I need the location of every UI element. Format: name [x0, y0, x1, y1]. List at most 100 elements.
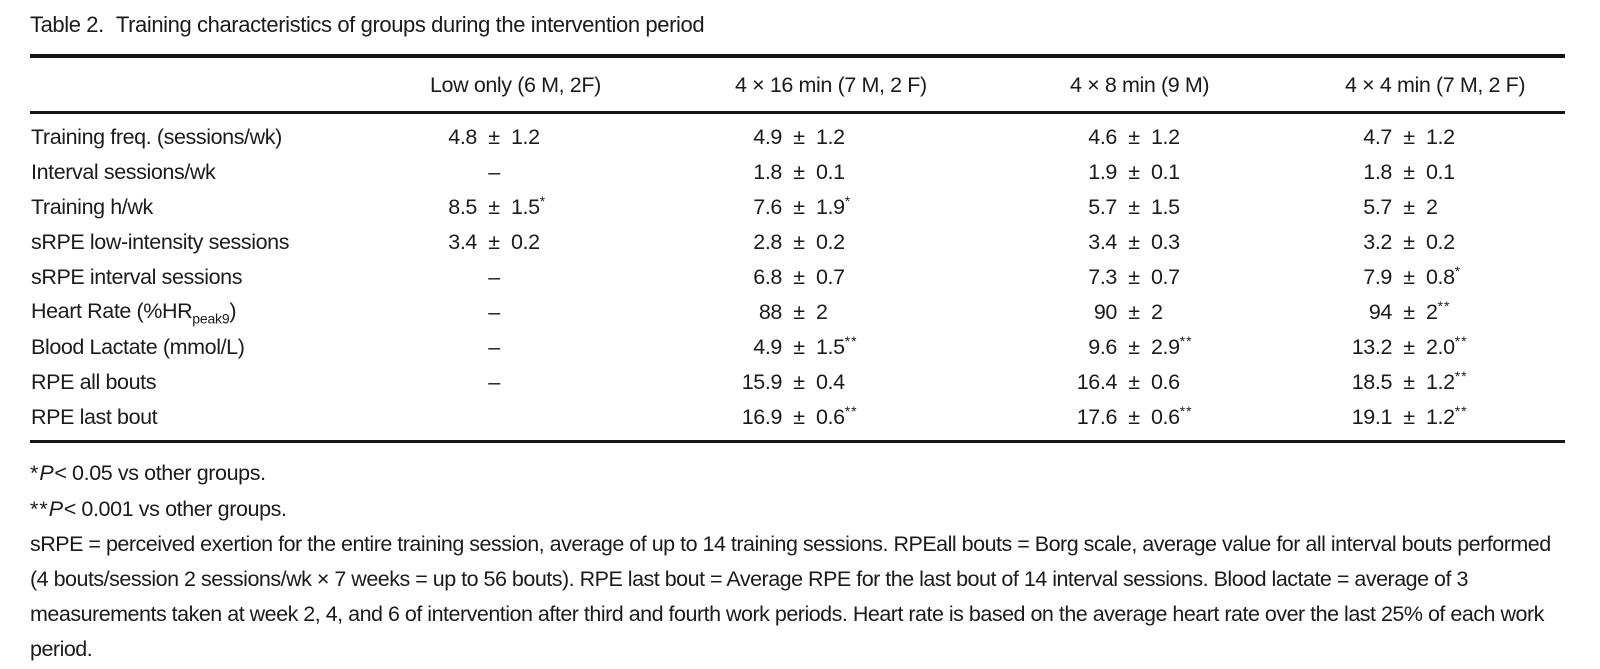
plus-minus-symbol: ±	[793, 195, 805, 219]
data-cell: –	[430, 295, 735, 330]
no-data-dash: –	[488, 265, 500, 289]
plus-minus-symbol: ±	[1403, 370, 1415, 394]
table-row: Blood Lactate (mmol/L) – 4.9 ±1.5** 9.6 ±2.9*…	[30, 330, 1565, 365]
plus-minus-symbol: ±	[1403, 230, 1415, 254]
footnote-text: sRPE = perceived exertion for the entire…	[30, 532, 1551, 661]
data-cell: 16.9 ±0.6**	[741, 403, 858, 429]
significance-asterisks: *	[844, 193, 852, 209]
plus-minus-symbol: ±	[1128, 405, 1140, 429]
plus-minus-symbol: ±	[1403, 125, 1415, 149]
data-cell: 4.6 ±1.2	[1088, 125, 1180, 149]
data-cell: 4.9 ±1.2	[753, 125, 845, 149]
footnote-text: < 0.001 vs other groups.	[63, 497, 287, 521]
data-cell: 2.8 ±0.2	[753, 230, 845, 254]
data-cell: 15.9 ±0.4	[741, 370, 845, 394]
plus-minus-symbol: ±	[488, 125, 500, 149]
significance-asterisks: **	[1454, 368, 1468, 384]
row-label: sRPE low-intensity sessions	[31, 230, 290, 254]
data-cell: 8.5 ±1.5*	[448, 193, 547, 219]
plus-minus-symbol: ±	[1403, 160, 1415, 184]
data-cell: 7.9 ±0.8*	[1363, 263, 1462, 289]
column-header-0	[30, 56, 430, 114]
table-row: Training freq. (sessions/wk) 4.8 ±1.2 4.9 ±1…	[30, 113, 1565, 156]
data-cell: 3.4 ±0.2	[448, 230, 540, 254]
plus-minus-symbol: ±	[488, 195, 500, 219]
footnote-paragraph: sRPE = perceived exertion for the entire…	[30, 527, 1565, 667]
plus-minus-symbol: ±	[1128, 230, 1140, 254]
significance-asterisks: **	[1437, 298, 1451, 314]
plus-minus-symbol: ±	[1403, 265, 1415, 289]
plus-minus-symbol: ±	[793, 300, 805, 324]
data-cell: 4.8 ±1.2	[448, 125, 540, 149]
significance-asterisks: **	[1454, 333, 1468, 349]
column-header-4: 4 × 4 min (7 M, 2 F)	[1345, 56, 1565, 114]
table-caption: Table 2. Training characteristics of grou…	[30, 12, 1565, 38]
plus-minus-symbol: ±	[1128, 195, 1140, 219]
table-row: Heart Rate (%HRpeak9) – 88 ±2 90 ±2 94 ±2**	[30, 295, 1565, 330]
data-cell: 1.8 ±0.1	[753, 160, 845, 184]
footnote-line: **P< 0.001 vs other groups.	[30, 491, 1565, 527]
row-label: Training h/wk	[31, 195, 153, 219]
training-characteristics-table: Low only (6 M, 2F) 4 × 16 min (7 M, 2 F) 4…	[30, 54, 1565, 443]
significance-asterisks: **	[844, 333, 858, 349]
data-cell: 19.1 ±1.2**	[1351, 403, 1468, 429]
significance-asterisks: **	[844, 403, 858, 419]
footnote-text: < 0.05 vs other groups.	[54, 461, 266, 485]
data-cell: 16.4 ±0.6	[1076, 370, 1180, 394]
data-cell: 3.4 ±0.3	[1088, 230, 1180, 254]
table-row: RPE all bouts – 15.9 ±0.4 16.4 ±0.6 18.5 ±1.2**	[30, 365, 1565, 400]
significance-asterisks: **	[1179, 403, 1193, 419]
plus-minus-symbol: ±	[1128, 300, 1140, 324]
plus-minus-symbol: ±	[1128, 160, 1140, 184]
row-label: Heart Rate (%HRpeak9)	[31, 298, 237, 327]
data-cell: 4.9 ±1.5**	[753, 333, 858, 359]
no-data-dash: –	[488, 370, 500, 394]
plus-minus-symbol: ±	[1128, 370, 1140, 394]
column-header-2: 4 × 16 min (7 M, 2 F)	[735, 56, 1070, 114]
plus-minus-symbol: ±	[793, 335, 805, 359]
plus-minus-symbol: ±	[793, 265, 805, 289]
plus-minus-symbol: ±	[1403, 195, 1415, 219]
row-label: sRPE interval sessions	[31, 265, 243, 289]
plus-minus-symbol: ±	[488, 230, 500, 254]
data-cell	[430, 400, 735, 442]
table-row: sRPE interval sessions – 6.8 ±0.7 7.3 ±0.7 7.9…	[30, 260, 1565, 295]
row-label: RPE last bout	[31, 405, 158, 429]
plus-minus-symbol: ±	[1403, 300, 1415, 324]
data-cell: –	[430, 260, 735, 295]
data-cell: 4.7 ±1.2	[1363, 125, 1455, 149]
plus-minus-symbol: ±	[793, 405, 805, 429]
plus-minus-symbol: ±	[793, 125, 805, 149]
row-label: Interval sessions/wk	[31, 160, 216, 184]
plus-minus-symbol: ±	[1128, 335, 1140, 359]
data-cell: 1.8 ±0.1	[1363, 160, 1455, 184]
p-value-symbol: P	[39, 461, 54, 485]
plus-minus-symbol: ±	[793, 230, 805, 254]
row-label: RPE all bouts	[31, 370, 157, 394]
significance-asterisks: *	[1454, 263, 1462, 279]
table-row: RPE last bout 16.9 ±0.6** 17.6 ±0.6** 19.1 ±1.…	[30, 400, 1565, 442]
plus-minus-symbol: ±	[1128, 125, 1140, 149]
plus-minus-symbol: ±	[793, 370, 805, 394]
table-number: Table 2.	[30, 12, 104, 37]
paper-table-figure: Table 2. Training characteristics of grou…	[30, 0, 1565, 667]
table-caption-text: Training characteristics of groups durin…	[115, 12, 705, 37]
footnote-marker: **	[30, 497, 49, 521]
data-cell: 5.7 ±2	[1363, 195, 1438, 219]
table-row: Interval sessions/wk – 1.8 ±0.1 1.9 ±0.1 1.8 ±0…	[30, 155, 1565, 190]
table-header-row: Low only (6 M, 2F) 4 × 16 min (7 M, 2 F) 4…	[30, 56, 1565, 114]
data-cell: 90 ±2	[1093, 300, 1163, 324]
significance-asterisks: **	[1454, 403, 1468, 419]
column-header-1: Low only (6 M, 2F)	[430, 56, 735, 114]
table-row: Training h/wk 8.5 ±1.5* 7.6 ±1.9* 5.7 ±1.5 5.7 ±…	[30, 190, 1565, 225]
row-label: Training freq. (sessions/wk)	[31, 125, 282, 149]
data-cell: 7.3 ±0.7	[1088, 265, 1180, 289]
data-cell: 13.2 ±2.0**	[1351, 333, 1468, 359]
data-cell: –	[430, 365, 735, 400]
data-cell: –	[430, 330, 735, 365]
data-cell: 6.8 ±0.7	[753, 265, 845, 289]
data-cell: 17.6 ±0.6**	[1076, 403, 1193, 429]
significance-asterisks: **	[1179, 333, 1193, 349]
plus-minus-symbol: ±	[793, 160, 805, 184]
data-cell: 1.9 ±0.1	[1088, 160, 1180, 184]
